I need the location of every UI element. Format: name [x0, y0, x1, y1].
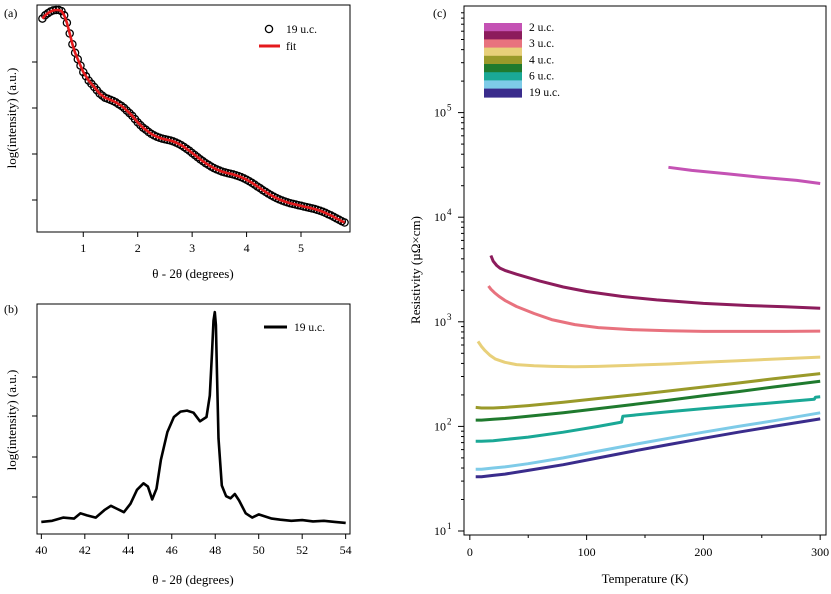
panel-b-x-tick-label: 42: [79, 543, 91, 557]
data-point: [193, 152, 202, 162]
panel-b-x-tick-label: 54: [340, 543, 352, 557]
resistivity-curve: [668, 165, 821, 185]
panel-a-label: (a): [4, 6, 17, 20]
panel-c-y-tick-exponent: 3: [447, 312, 452, 322]
panel-b-x-tick-label: 50: [253, 543, 265, 557]
panel-c-x-tick-label: 0: [467, 545, 473, 559]
data-point: [133, 118, 142, 127]
panel-c-y-tick-label: 10: [434, 106, 446, 120]
data-point: [340, 218, 349, 227]
resistivity-curve: [475, 379, 821, 422]
panel-c-y-tick-exponent: 2: [447, 416, 452, 426]
data-point: [136, 120, 145, 130]
resistivity-curve: [475, 417, 821, 479]
panel-b-label: (b): [4, 302, 18, 316]
data-point: [119, 103, 129, 113]
panel-b: (b) 40 42 44 46 48 50 52 54 θ - 2θ (degrees) lo…: [4, 302, 352, 587]
panel-a-x-axis-label: θ - 2θ (degrees): [152, 266, 233, 281]
panel-c-x-tick-label: 100: [578, 545, 596, 559]
legend-swatch: [484, 23, 522, 32]
panel-a-x-tick-label: 5: [298, 241, 304, 255]
legend-swatch: [484, 72, 522, 82]
panel-c-legend-label: 6 u.c.: [529, 71, 554, 83]
panel-c-x-axis-label: Temperature (K): [602, 571, 689, 586]
panel-c-y-tick-label: 10: [434, 210, 446, 224]
panel-a-y-ticks: [32, 61, 37, 201]
panel-b-x-tick-label: 48: [209, 543, 221, 557]
panel-a-x-tick-label: 2: [135, 241, 141, 255]
legend-marker-circle-icon: [264, 24, 274, 34]
resistivity-curve: [476, 340, 821, 369]
panel-c-y-tick-label: 10: [434, 419, 446, 433]
panel-c-legend: 2 u.c. 3 u.c. 4 u.c. 6 u.c. 19 u.c.: [484, 22, 560, 99]
panel-a-y-axis-label: log(intensity) (a.u.): [4, 68, 19, 169]
panel-c-data: [475, 165, 821, 479]
resistivity-curve: [475, 395, 821, 443]
panel-b-frame: [36, 303, 351, 535]
legend-swatch: [484, 64, 522, 73]
fit-line: [41, 8, 346, 224]
resistivity-curve: [489, 254, 821, 310]
panel-b-data: [41, 310, 346, 525]
panel-b-y-axis-label: log(intensity) (a.u.): [4, 370, 19, 471]
panel-a-data: [38, 5, 349, 227]
legend-swatch: [484, 80, 522, 90]
panel-a-legend: 19 u.c. fit: [259, 24, 317, 53]
data-point: [141, 125, 151, 135]
legend-swatch: [484, 88, 522, 98]
panel-c-y-tick-exponent: 4: [447, 207, 452, 217]
panel-c-x-tick-label: 200: [694, 545, 712, 559]
panel-b-x-ticks: 40 42 44 46 48 50 52 54: [35, 534, 352, 557]
panel-a-legend-label-1: fit: [286, 41, 297, 53]
data-point: [122, 106, 132, 115]
panel-a-legend-label-0: 19 u.c.: [286, 24, 317, 36]
panel-b-legend: 19 u.c.: [264, 322, 325, 334]
panel-b-x-tick-label: 46: [166, 543, 178, 557]
panel-c-y-axis-label: Resistivity (µΩ×cm): [408, 216, 423, 324]
data-line-19uc: [41, 310, 346, 525]
panel-c-label: (c): [433, 6, 446, 20]
legend-swatch: [484, 39, 522, 49]
panel-c-y-tick-exponent: 5: [447, 103, 452, 113]
panel-c-legend-label: 19 u.c.: [529, 87, 560, 99]
panel-c-legend-label: 4 u.c.: [529, 54, 554, 66]
legend-swatch: [484, 31, 522, 41]
panel-b-y-ticks: [32, 376, 37, 498]
panel-b-x-axis-label: θ - 2θ (degrees): [152, 572, 233, 587]
panel-b-legend-label-0: 19 u.c.: [294, 322, 325, 334]
panel-b-x-tick-label: 44: [122, 543, 134, 557]
panel-a-x-tick-label: 3: [189, 241, 195, 255]
panel-c-legend-label: 2 u.c.: [529, 22, 554, 34]
panel-c-y-tick-exponent: 1: [447, 521, 452, 531]
data-point: [79, 67, 88, 77]
panel-b-x-tick-label: 40: [35, 543, 47, 557]
panel-a-x-ticks: 1 2 3 4 5: [80, 232, 304, 255]
panel-c-y-tick-label: 10: [434, 315, 446, 329]
panel-a: (a) 1 2 3 4 5 θ - 2θ (degrees) log(intensity…: [4, 4, 351, 281]
data-point: [81, 72, 91, 81]
panel-a-x-tick-label: 1: [80, 241, 86, 255]
panel-b-x-tick-label: 52: [296, 543, 308, 557]
panel-a-x-tick-label: 4: [244, 241, 250, 255]
data-point: [185, 146, 194, 156]
legend-swatch: [484, 47, 522, 57]
data-point: [125, 108, 134, 118]
legend-swatch: [484, 55, 522, 65]
panel-c-x-tick-label: 300: [811, 545, 829, 559]
panel-c-legend-label: 3 u.c.: [529, 38, 554, 50]
resistivity-curve: [487, 285, 821, 333]
panel-c-x-ticks: 0 100 200 300: [467, 535, 829, 559]
resistivity-curve: [475, 411, 821, 471]
panel-c-y-tick-label: 10: [434, 524, 446, 538]
resistivity-curve: [475, 372, 821, 410]
panel-a-frame: [36, 4, 351, 233]
